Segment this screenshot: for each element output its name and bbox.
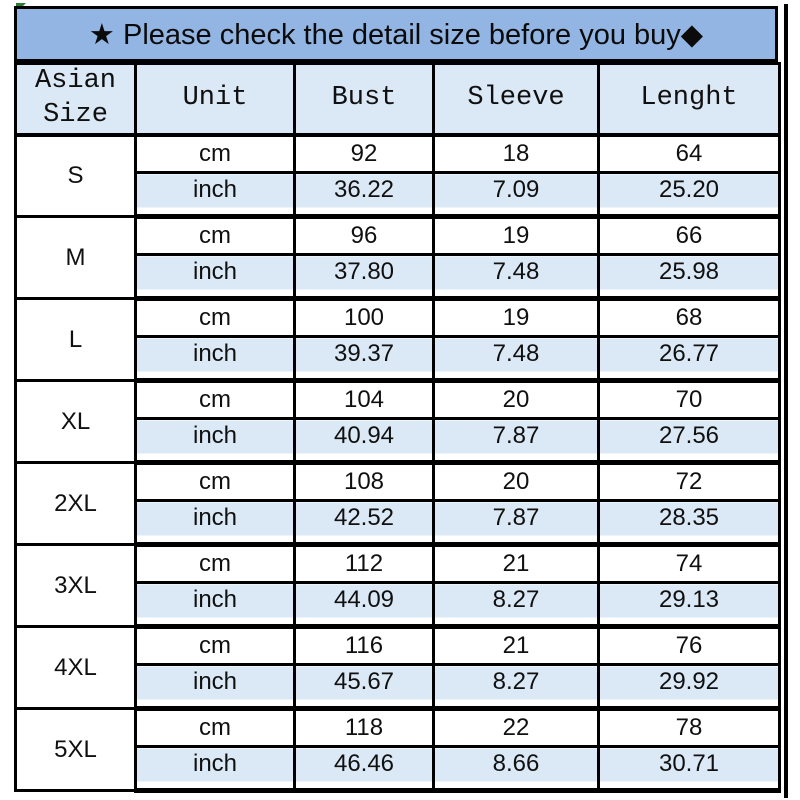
sleeve-value: 18 xyxy=(432,133,600,174)
unit-label: cm xyxy=(134,133,296,174)
length-value: 66 xyxy=(597,215,781,256)
sleeve-value: 20 xyxy=(432,379,600,420)
table-row: inch 46.46 8.66 30.71 xyxy=(16,745,781,793)
unit-label: cm xyxy=(134,625,296,666)
length-value: 28.35 xyxy=(597,499,781,547)
length-value: 29.92 xyxy=(597,663,781,711)
bust-value: 39.37 xyxy=(293,335,435,383)
unit-label: cm xyxy=(134,707,296,748)
table-row: S cm 92 18 64 xyxy=(14,133,781,218)
table-row: inch 44.09 8.27 29.13 xyxy=(16,581,781,629)
size-label: L xyxy=(14,297,137,382)
size-label: 4XL xyxy=(14,625,137,710)
col-header-lenght: Lenght xyxy=(597,62,781,137)
sleeve-value: 8.27 xyxy=(432,663,600,711)
col-header-asian-size: Asian Size xyxy=(14,62,137,137)
length-value: 72 xyxy=(597,461,781,502)
size-label: 2XL xyxy=(14,461,137,546)
size-label: XL xyxy=(14,379,137,464)
length-value: 70 xyxy=(597,379,781,420)
table-row: 2XL cm 108 20 72 xyxy=(14,461,781,546)
table-row: inch 45.67 8.27 29.92 xyxy=(16,663,781,711)
bust-value: 112 xyxy=(293,543,435,584)
banner-text: ★ Please check the detail size before yo… xyxy=(88,18,704,51)
table-row: inch 37.80 7.48 25.98 xyxy=(16,253,781,301)
table-row: inch 36.22 7.09 25.20 xyxy=(16,171,781,219)
size-label: 3XL xyxy=(14,543,137,628)
unit-label: inch xyxy=(134,745,296,793)
table-row: XL cm 104 20 70 xyxy=(14,379,781,464)
length-value: 25.98 xyxy=(597,253,781,301)
bust-value: 42.52 xyxy=(293,499,435,547)
table-row: inch 40.94 7.87 27.56 xyxy=(16,417,781,465)
size-label: S xyxy=(14,133,137,218)
bust-value: 92 xyxy=(293,133,435,174)
unit-label: cm xyxy=(134,215,296,256)
table-row: 4XL cm 116 21 76 xyxy=(14,625,781,710)
sleeve-value: 8.66 xyxy=(432,745,600,793)
sleeve-value: 8.27 xyxy=(432,581,600,629)
sleeve-value: 19 xyxy=(432,297,600,338)
length-value: 74 xyxy=(597,543,781,584)
unit-label: inch xyxy=(134,663,296,711)
bust-value: 36.22 xyxy=(293,171,435,219)
unit-label: cm xyxy=(134,379,296,420)
sleeve-value: 22 xyxy=(432,707,600,748)
sleeve-value: 20 xyxy=(432,461,600,502)
length-value: 25.20 xyxy=(597,171,781,219)
unit-label: cm xyxy=(134,543,296,584)
sleeve-value: 7.09 xyxy=(432,171,600,219)
unit-label: inch xyxy=(134,335,296,383)
sleeve-value: 19 xyxy=(432,215,600,256)
sleeve-value: 7.48 xyxy=(432,253,600,301)
bust-value: 104 xyxy=(293,379,435,420)
sleeve-value: 7.87 xyxy=(432,417,600,465)
unit-label: cm xyxy=(134,297,296,338)
bust-value: 116 xyxy=(293,625,435,666)
col-header-bust: Bust xyxy=(293,62,435,137)
bust-value: 46.46 xyxy=(293,745,435,793)
length-value: 29.13 xyxy=(597,581,781,629)
length-value: 30.71 xyxy=(597,745,781,793)
unit-label: inch xyxy=(134,171,296,219)
table-row: inch 42.52 7.87 28.35 xyxy=(16,499,781,547)
size-label: M xyxy=(14,215,137,300)
bust-value: 37.80 xyxy=(293,253,435,301)
unit-label: inch xyxy=(134,417,296,465)
bust-value: 108 xyxy=(293,461,435,502)
unit-label: inch xyxy=(134,581,296,629)
table-row: 3XL cm 112 21 74 xyxy=(14,543,781,628)
table-row: 5XL cm 118 22 78 xyxy=(14,707,781,792)
length-value: 76 xyxy=(597,625,781,666)
bust-value: 44.09 xyxy=(293,581,435,629)
length-value: 27.56 xyxy=(597,417,781,465)
bust-value: 118 xyxy=(293,707,435,748)
col-header-sleeve: Sleeve xyxy=(432,62,600,137)
length-value: 64 xyxy=(597,133,781,174)
length-value: 68 xyxy=(597,297,781,338)
bust-value: 45.67 xyxy=(293,663,435,711)
bust-value: 40.94 xyxy=(293,417,435,465)
bust-value: 100 xyxy=(293,297,435,338)
unit-label: cm xyxy=(134,461,296,502)
sleeve-value: 21 xyxy=(432,543,600,584)
col-header-unit: Unit xyxy=(134,62,296,137)
table-row: L cm 100 19 68 xyxy=(14,297,781,382)
size-table: Asian Size Unit Bust Sleeve Lenght S cm … xyxy=(14,62,781,793)
table-row: M cm 96 19 66 xyxy=(14,215,781,300)
unit-label: inch xyxy=(134,253,296,301)
sleeve-value: 7.48 xyxy=(432,335,600,383)
unit-label: inch xyxy=(134,499,296,547)
header-row: Asian Size Unit Bust Sleeve Lenght xyxy=(14,62,781,137)
banner: ★ Please check the detail size before yo… xyxy=(14,6,778,62)
outer-right-rule xyxy=(784,4,788,798)
bust-value: 96 xyxy=(293,215,435,256)
table-row: inch 39.37 7.48 26.77 xyxy=(16,335,781,383)
length-value: 26.77 xyxy=(597,335,781,383)
sleeve-value: 7.87 xyxy=(432,499,600,547)
sleeve-value: 21 xyxy=(432,625,600,666)
size-label: 5XL xyxy=(14,707,137,792)
length-value: 78 xyxy=(597,707,781,748)
